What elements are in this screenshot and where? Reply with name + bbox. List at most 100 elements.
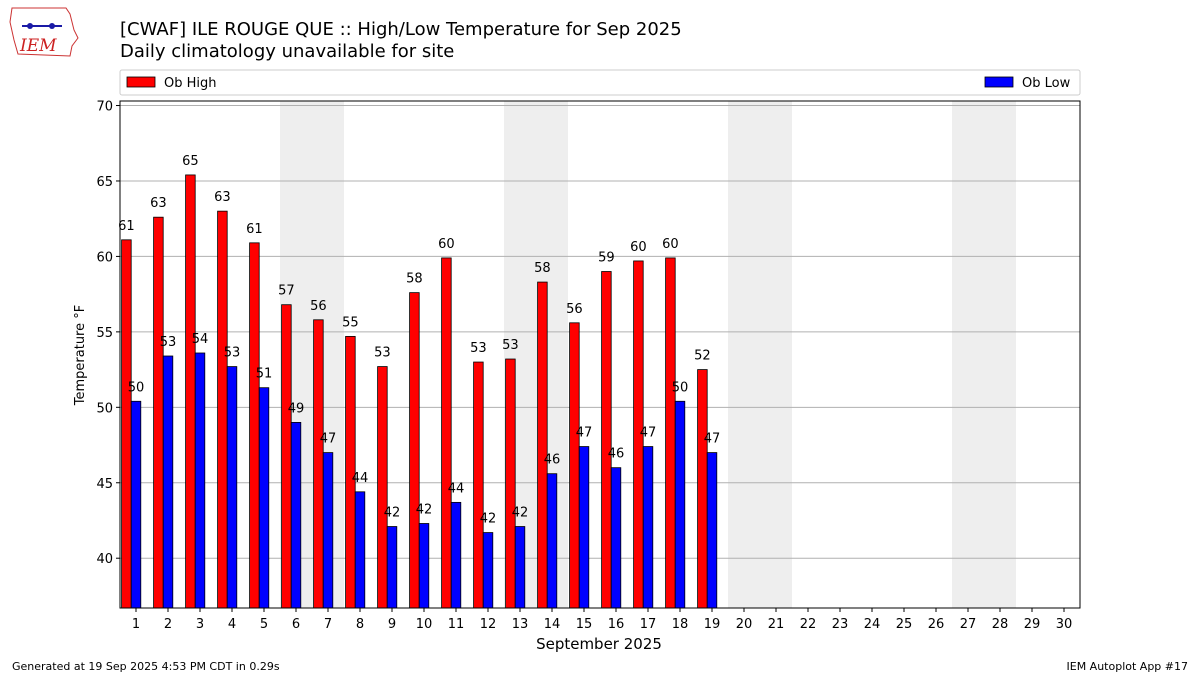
bar: [217, 210, 228, 609]
data-label: 44: [352, 471, 369, 486]
data-label: 47: [640, 426, 657, 441]
chart-subtitle: Daily climatology unavailable for site: [120, 41, 454, 62]
chart-title: [CWAF] ILE ROUGE QUE :: High/Low Tempera…: [120, 19, 682, 40]
data-label: 65: [182, 154, 199, 169]
shade-band: [728, 101, 760, 608]
x-tick-label: 24: [864, 617, 881, 632]
bar: [578, 446, 590, 609]
bar: [706, 452, 718, 609]
data-label: 50: [128, 380, 145, 395]
bar: [665, 257, 676, 609]
x-tick-label: 6: [292, 617, 300, 632]
data-label: 42: [416, 503, 433, 518]
data-label: 57: [278, 284, 295, 299]
legend-swatch: [126, 76, 156, 88]
bar: [281, 304, 292, 609]
data-label: 63: [150, 196, 167, 211]
legend-swatch: [984, 76, 1014, 88]
bar: [610, 467, 622, 609]
data-label: 53: [470, 341, 487, 356]
x-tick-label: 17: [640, 617, 657, 632]
bar: [418, 523, 430, 609]
bar: [153, 216, 164, 609]
x-tick-label: 5: [260, 617, 268, 632]
bar: [185, 174, 196, 609]
bar: [642, 446, 654, 609]
x-tick-label: 9: [388, 617, 396, 632]
data-label: 53: [374, 346, 391, 361]
logo: IEM: [9, 7, 79, 57]
data-label: 60: [630, 240, 647, 255]
x-tick-label: 14: [544, 617, 561, 632]
data-label: 53: [502, 338, 519, 353]
shade-band: [760, 101, 792, 608]
shade-band: [952, 101, 984, 608]
bar: [409, 292, 420, 609]
x-tick-label: 26: [928, 617, 945, 632]
bar: [194, 352, 206, 609]
x-tick-label: 27: [960, 617, 977, 632]
y-tick-label: 65: [96, 175, 113, 190]
x-tick-label: 19: [704, 617, 721, 632]
y-tick-label: 50: [96, 401, 113, 416]
data-label: 42: [480, 512, 497, 527]
bar: [537, 281, 548, 609]
data-label: 58: [534, 261, 551, 276]
bar: [386, 526, 398, 609]
data-label: 50: [672, 380, 689, 395]
data-label: 53: [224, 346, 241, 361]
bar: [514, 526, 526, 609]
legend-label: Ob Low: [1022, 76, 1071, 91]
x-tick-label: 20: [736, 617, 753, 632]
legend-label: Ob High: [164, 76, 217, 91]
plot-frame: [119, 100, 1081, 609]
bar: [322, 452, 334, 609]
x-tick-label: 3: [196, 617, 204, 632]
data-label: 44: [448, 481, 465, 496]
x-tick-label: 10: [416, 617, 433, 632]
data-label: 61: [246, 222, 263, 237]
data-label: 47: [320, 432, 337, 447]
y-tick-label: 40: [96, 552, 113, 567]
y-tick-label: 70: [96, 100, 113, 115]
bar: [258, 387, 270, 609]
footer-right: IEM Autoplot App #17: [1067, 660, 1189, 673]
data-label: 63: [214, 190, 231, 205]
x-tick-label: 21: [768, 617, 785, 632]
x-tick-label: 8: [356, 617, 364, 632]
data-label: 60: [662, 237, 679, 252]
bar: [546, 473, 558, 609]
bar: [473, 361, 484, 609]
logo-dot: [27, 23, 33, 29]
data-label: 56: [310, 299, 327, 314]
x-tick-label: 11: [448, 617, 465, 632]
data-label: 51: [256, 367, 273, 382]
bar: [354, 491, 366, 609]
logo-dot: [49, 23, 55, 29]
x-tick-label: 22: [800, 617, 817, 632]
data-label: 55: [342, 315, 359, 330]
bar: [249, 242, 260, 609]
bar: [505, 358, 516, 609]
logo-outline: [9, 7, 79, 57]
data-label: 46: [608, 447, 625, 462]
bar: [290, 422, 302, 609]
data-label: 47: [704, 432, 721, 447]
x-tick-label: 7: [324, 617, 332, 632]
x-axis-label: September 2025: [536, 635, 662, 653]
y-tick-label: 55: [96, 326, 113, 341]
data-label: 59: [598, 251, 615, 266]
bar: [226, 366, 238, 609]
legend-box: [119, 69, 1081, 96]
footer-left: Generated at 19 Sep 2025 4:53 PM CDT in …: [12, 660, 280, 673]
x-tick-label: 4: [228, 617, 236, 632]
y-tick-label: 45: [96, 477, 113, 492]
bar: [130, 400, 142, 609]
x-tick-label: 23: [832, 617, 849, 632]
shade-band: [984, 101, 1016, 608]
x-tick-label: 25: [896, 617, 913, 632]
x-tick-label: 16: [608, 617, 625, 632]
bar: [121, 239, 132, 609]
x-tick-label: 30: [1056, 617, 1073, 632]
x-tick-label: 2: [164, 617, 172, 632]
